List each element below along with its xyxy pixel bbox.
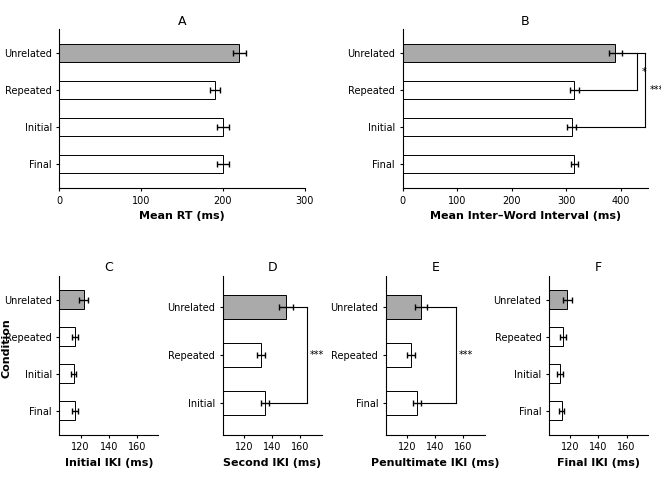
Title: A: A — [178, 15, 186, 28]
Bar — [549, 364, 561, 383]
X-axis label: Penultimate IKI (ms): Penultimate IKI (ms) — [371, 458, 500, 468]
Text: *: * — [642, 67, 646, 76]
Bar — [59, 118, 223, 136]
Bar — [223, 343, 261, 367]
Bar — [549, 290, 567, 309]
Text: ***: *** — [650, 85, 661, 95]
Bar — [59, 81, 215, 99]
Text: Condition: Condition — [1, 318, 12, 378]
Title: C: C — [104, 261, 113, 274]
Bar — [403, 44, 615, 62]
Bar — [59, 44, 239, 62]
Bar — [59, 327, 75, 346]
Bar — [59, 401, 75, 420]
X-axis label: Mean Inter–Word Interval (ms): Mean Inter–Word Interval (ms) — [430, 211, 621, 221]
Text: ***: *** — [309, 350, 324, 360]
Title: E: E — [431, 261, 439, 274]
X-axis label: Final IKI (ms): Final IKI (ms) — [557, 458, 640, 468]
Bar — [223, 295, 286, 319]
Title: D: D — [267, 261, 277, 274]
Bar — [386, 391, 417, 415]
Bar — [386, 295, 421, 319]
Bar — [223, 391, 265, 415]
Bar — [403, 155, 574, 173]
Bar — [59, 155, 223, 173]
Bar — [549, 401, 562, 420]
Bar — [59, 364, 73, 383]
Title: B: B — [521, 15, 529, 28]
Bar — [386, 343, 411, 367]
X-axis label: Initial IKI (ms): Initial IKI (ms) — [65, 458, 153, 468]
Bar — [403, 118, 572, 136]
Bar — [549, 327, 563, 346]
Text: ***: *** — [458, 350, 473, 360]
Bar — [403, 81, 574, 99]
X-axis label: Mean RT (ms): Mean RT (ms) — [139, 211, 225, 221]
Bar — [59, 290, 83, 309]
X-axis label: Second IKI (ms): Second IKI (ms) — [223, 458, 321, 468]
Title: F: F — [595, 261, 602, 274]
